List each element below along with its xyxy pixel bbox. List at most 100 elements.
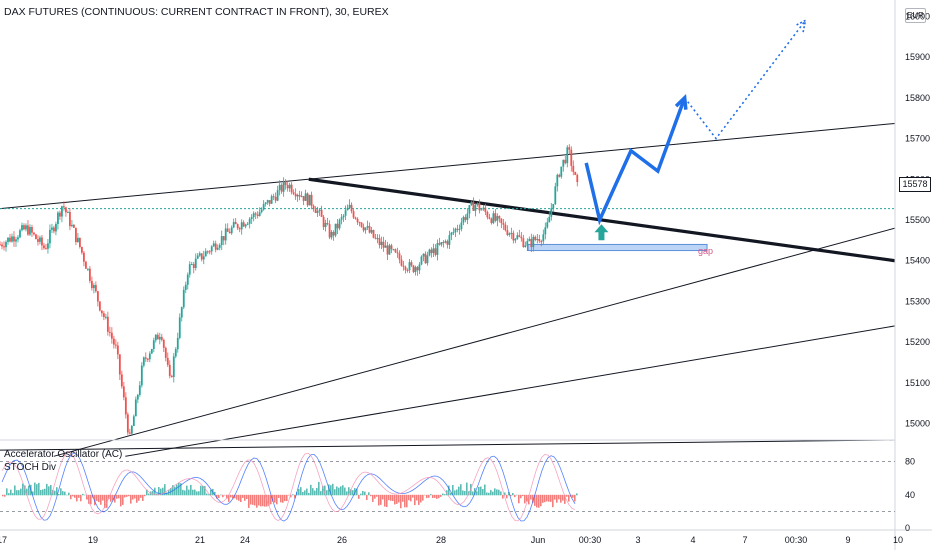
oscillator-bar bbox=[562, 494, 564, 501]
oscillator-bar bbox=[324, 485, 326, 496]
trend-line bbox=[53, 227, 896, 457]
candle-body bbox=[424, 253, 427, 264]
candle-body bbox=[336, 223, 339, 229]
oscillator-bar bbox=[264, 494, 266, 507]
candle-body bbox=[192, 264, 195, 268]
candle-body bbox=[408, 262, 411, 271]
candle-body bbox=[152, 340, 155, 349]
oscillator-bar bbox=[268, 494, 270, 506]
candle-body bbox=[264, 202, 267, 205]
candle-body bbox=[204, 251, 207, 257]
candle-body bbox=[75, 227, 77, 242]
oscillator-bar bbox=[162, 487, 164, 496]
candle-body bbox=[376, 238, 379, 240]
oscillator-bar bbox=[326, 490, 328, 496]
oscillator-bar bbox=[434, 494, 436, 498]
oscillator-bar bbox=[66, 494, 68, 496]
oscillator-bar bbox=[188, 489, 190, 496]
candle-body bbox=[198, 253, 201, 256]
candle-body bbox=[560, 166, 563, 177]
arrow-head bbox=[674, 93, 688, 110]
candle-body bbox=[246, 223, 249, 225]
candle-body bbox=[522, 238, 525, 248]
oscillator-bar bbox=[196, 491, 198, 496]
oscillator-bar bbox=[552, 494, 554, 508]
oscillator-bar bbox=[514, 494, 516, 498]
candle-body bbox=[420, 256, 423, 265]
candle-body bbox=[428, 249, 431, 256]
oscillator-bar bbox=[82, 493, 84, 496]
oscillator-bar bbox=[400, 494, 402, 509]
candle-body bbox=[360, 222, 363, 227]
candle-body bbox=[172, 356, 175, 377]
candle-body bbox=[290, 184, 293, 193]
oscillator-bar bbox=[330, 485, 332, 496]
candle-body bbox=[414, 267, 417, 273]
candle-body bbox=[210, 246, 213, 252]
oscillator-bar bbox=[322, 485, 324, 496]
oscillator-bar bbox=[192, 489, 194, 496]
oscillator-bar bbox=[306, 488, 308, 496]
candle-body bbox=[394, 249, 397, 253]
candle-body bbox=[17, 237, 19, 240]
candle-body bbox=[482, 207, 485, 210]
oscillator-bar bbox=[236, 494, 238, 500]
oscillator-bar bbox=[450, 492, 452, 496]
oscillator-bar bbox=[430, 494, 432, 496]
candle-body bbox=[554, 186, 557, 204]
candle-body bbox=[314, 209, 317, 213]
candle-body bbox=[564, 159, 567, 164]
candle-body bbox=[11, 236, 13, 242]
oscillator-bar bbox=[130, 494, 132, 504]
oscillator-bar bbox=[512, 493, 514, 496]
oscillator-bar bbox=[308, 492, 310, 496]
oscillator-bar bbox=[394, 494, 396, 505]
oscillator-bar bbox=[410, 494, 412, 502]
oscillator-bar bbox=[388, 494, 390, 501]
candle-body bbox=[546, 222, 549, 228]
candle-body bbox=[188, 264, 191, 275]
oscillator-bar bbox=[182, 489, 184, 496]
candle-body bbox=[488, 217, 491, 219]
oscillator-bar bbox=[530, 494, 532, 500]
oscillator-bar bbox=[532, 494, 534, 503]
price-tick-label: 15900 bbox=[905, 52, 930, 62]
oscillator-axis-ticks: 0 40 80 bbox=[905, 457, 915, 533]
candle-body bbox=[150, 348, 153, 354]
oscillator-bar bbox=[526, 494, 528, 502]
oscillator-bar bbox=[488, 492, 490, 496]
oscillator-bar bbox=[414, 494, 416, 506]
candle-body bbox=[27, 225, 29, 235]
oscillator-bar bbox=[64, 491, 66, 496]
candle-body bbox=[326, 223, 329, 225]
oscillator-bar bbox=[432, 494, 434, 499]
oscillator-bar bbox=[538, 494, 540, 508]
oscillator-bars bbox=[2, 481, 578, 509]
candle-body bbox=[31, 226, 33, 233]
oscillator-bar bbox=[360, 493, 362, 496]
indicator-label-ac[interactable]: Accelerator Oscillator (AC) bbox=[4, 449, 123, 460]
projection-dotted-path bbox=[684, 19, 807, 140]
candle-body bbox=[382, 241, 385, 248]
oscillator-bar bbox=[36, 484, 38, 496]
candle-body bbox=[456, 228, 459, 230]
oscillator-bar bbox=[68, 492, 70, 496]
candle-body bbox=[512, 232, 515, 241]
candle-body bbox=[180, 307, 183, 318]
indicator-label-stoch[interactable]: STOCH Div bbox=[4, 462, 57, 473]
currency-button[interactable]: EUR bbox=[905, 8, 926, 23]
candle-body bbox=[94, 285, 97, 292]
oscillator-bar bbox=[522, 494, 524, 497]
oscillator-bar bbox=[148, 493, 150, 496]
candle-body bbox=[344, 210, 347, 216]
candle-body bbox=[368, 226, 371, 233]
oscillator-bar bbox=[300, 487, 302, 496]
oscillator-bar bbox=[546, 494, 548, 502]
candle-body bbox=[498, 216, 501, 219]
candle-body bbox=[142, 357, 145, 366]
candle-body bbox=[164, 347, 167, 358]
price-tick-label: 15100 bbox=[905, 378, 930, 388]
candle-body bbox=[392, 249, 395, 251]
candle-body bbox=[242, 222, 245, 227]
